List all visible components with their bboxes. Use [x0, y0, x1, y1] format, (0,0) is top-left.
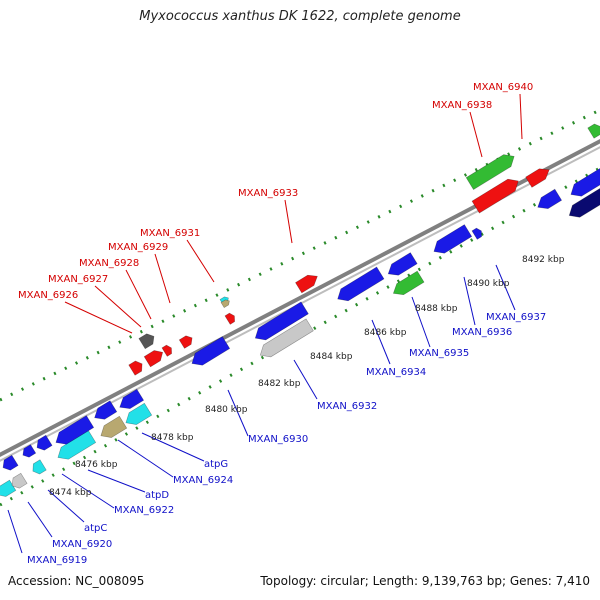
forward-gene-label: MXAN_6929 [108, 242, 168, 253]
gene-forward-right-arrow [525, 168, 550, 188]
reverse-leader-line [227, 389, 249, 437]
gene-blue-arrow-3 [55, 415, 95, 445]
reverse-leader-line [495, 264, 516, 311]
reverse-gene-label: MXAN_6924 [173, 475, 233, 486]
gene-MXAN-6938-arrow [465, 154, 515, 190]
gene-atpC-arrow [2, 454, 19, 471]
reverse-leader-line [293, 359, 318, 400]
forward-gene-label: MXAN_6931 [140, 228, 200, 239]
reverse-leader-line [411, 296, 431, 348]
forward-leader-line [469, 111, 483, 158]
reverse-leader-line [61, 473, 115, 509]
gene-blue-arrow-7 [387, 252, 418, 276]
gene-MXAN-6940-arrow [471, 178, 519, 214]
map-title: Myxococcus xanthus DK 1622, complete gen… [139, 9, 461, 24]
reverse-leader-line [463, 276, 476, 326]
reverse-gene-label: atpG [204, 459, 228, 470]
scale-label: 8474 kbp [49, 488, 92, 498]
gene-tiny-blue-arrow [471, 227, 482, 240]
scale-label: 8490 kbp [467, 279, 510, 289]
reverse-leader-line [7, 509, 23, 554]
scale-label: 8476 kbp [75, 460, 118, 470]
gene-blue-arrow-4 [94, 400, 118, 420]
gene-edge-green-arrow [587, 123, 600, 139]
reverse-gene-label: MXAN_6936 [452, 327, 512, 338]
forward-gene-label: MXAN_6938 [432, 100, 492, 111]
gene-MXAN-6922-arrow [32, 459, 47, 475]
gene-MXAN-6934-arrow [337, 266, 385, 302]
gene-small-blue-arrow [22, 444, 37, 458]
reverse-gene-label: MXAN_6920 [52, 539, 112, 550]
forward-gene-label: MXAN_6927 [48, 274, 108, 285]
scale-label: 8492 kbp [522, 255, 565, 265]
outer-tick-line [0, 108, 600, 402]
gene-MXAN-6937-arrow [537, 188, 563, 209]
gene-blue-arrow-2 [36, 434, 53, 451]
accession-text: Accession: NC_008095 [8, 574, 145, 588]
forward-leader-line [519, 93, 523, 140]
gene-forward-small-arrow [178, 335, 193, 349]
gene-MXAN-6924-arrow [100, 415, 128, 438]
gene-blue-arrow-5 [119, 388, 145, 409]
scale-label: 8488 kbp [415, 304, 458, 314]
reverse-leader-line [27, 501, 53, 538]
reverse-gene-label: MXAN_6930 [248, 434, 308, 445]
gene-labels: 8474 kbp 8476 kbp 8478 kbp 8480 kbp 8482 kbp… [18, 82, 565, 566]
scale-label: 8478 kbp [151, 433, 194, 443]
reverse-leader-line [371, 319, 391, 365]
reverse-leader-line [117, 439, 174, 478]
gene-small-khaki-arrow [220, 299, 230, 309]
gene-MXAN-6920-arrow [11, 472, 28, 489]
gene-MXAN-6936-arrow [433, 224, 473, 254]
gene-MXAN-6929-arrow [161, 344, 172, 357]
forward-leader-line [94, 285, 142, 328]
scale-label: 8480 kbp [205, 405, 248, 415]
gene-MXAN-6931-arrow [224, 312, 235, 325]
gene-MXAN-6935-arrow [392, 270, 425, 296]
reverse-gene-label: atpC [84, 523, 107, 534]
gene-MXAN-6933-arrow [295, 274, 318, 294]
gene-atpD-arrow [57, 430, 97, 460]
forward-gene-label: MXAN_6926 [18, 290, 78, 301]
reverse-gene-label: MXAN_6919 [27, 555, 87, 566]
gene-MXAN-6930-arrow [191, 336, 231, 366]
reverse-gene-label: MXAN_6937 [486, 312, 546, 323]
gene-MXAN-6932-arrow [259, 318, 314, 358]
gene-blue-arrow-6 [254, 301, 309, 341]
forward-gene-label: MXAN_6933 [238, 188, 298, 199]
forward-gene-label: MXAN_6928 [79, 258, 139, 269]
forward-leader-line [125, 269, 152, 320]
forward-gene-label: MXAN_6940 [473, 82, 533, 93]
reverse-gene-label: MXAN_6935 [409, 348, 469, 359]
forward-leader-line [154, 253, 171, 304]
reverse-gene-label: MXAN_6934 [366, 367, 426, 378]
forward-leader-line [64, 301, 133, 334]
gene-MXAN-6927-arrow [128, 360, 143, 376]
label-leader-lines [7, 93, 523, 554]
gene-MXAN-6919-arrow [0, 479, 17, 497]
reverse-leader-line [141, 432, 205, 462]
gene-features [0, 123, 600, 497]
gene-navy-arrow [568, 186, 600, 218]
scale-label: 8486 kbp [364, 328, 407, 338]
forward-leader-line [284, 199, 293, 244]
gene-MXAN-6926-arrow [138, 333, 155, 350]
gene-MXAN-6928-arrow [143, 350, 164, 368]
reverse-gene-label: MXAN_6932 [317, 401, 377, 412]
reverse-gene-label: atpD [145, 490, 169, 501]
scale-label: 8484 kbp [310, 352, 353, 362]
scale-label: 8482 kbp [258, 379, 301, 389]
gene-atpG-arrow [125, 402, 153, 425]
topology-summary: Topology: circular; Length: 9,139,763 bp… [260, 574, 590, 588]
reverse-gene-label: MXAN_6922 [114, 505, 174, 516]
forward-leader-line [186, 239, 215, 283]
reverse-leader-line [87, 469, 146, 493]
gene-blue-arrow-8 [570, 167, 600, 197]
reverse-leader-line [47, 489, 85, 523]
